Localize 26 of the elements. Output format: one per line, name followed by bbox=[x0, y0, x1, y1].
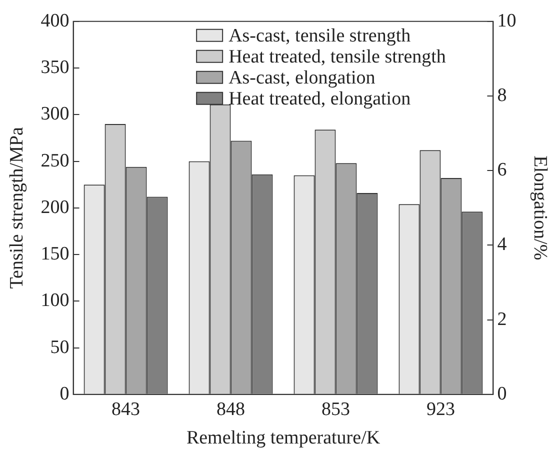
y-tick-label: 200 bbox=[40, 196, 70, 218]
y-tick-label: 150 bbox=[40, 244, 70, 265]
legend-label: As-cast, elongation bbox=[228, 67, 376, 88]
y-tick-label: 0 bbox=[60, 383, 70, 404]
legend-label: Heat treated, elongation bbox=[228, 88, 412, 110]
legend-label: Heat treated, tensile strength bbox=[228, 46, 446, 68]
y2-tick-label: 10 bbox=[497, 10, 516, 32]
y-tick-label: 250 bbox=[40, 150, 70, 172]
y2-tick-label: 6 bbox=[497, 160, 507, 181]
y-tick-label: 50 bbox=[50, 336, 70, 358]
x-tick-label: 843 bbox=[112, 398, 140, 420]
y-tick-label: 400 bbox=[40, 10, 70, 32]
y-tick-label: 100 bbox=[40, 290, 70, 312]
x-axis-title: Remelting temperature/K bbox=[186, 428, 380, 449]
y2-axis-title: Elongation/% bbox=[530, 156, 551, 260]
legend-label: As-cast, tensile strength bbox=[228, 25, 412, 46]
y-axis-title: Tensile strength/MPa bbox=[6, 126, 28, 289]
y-tick-label: 300 bbox=[40, 104, 70, 125]
y2-tick-label: 8 bbox=[497, 84, 507, 106]
y2-tick-label: 2 bbox=[497, 308, 507, 330]
y2-tick-label: 0 bbox=[497, 383, 507, 404]
x-tick-label: 923 bbox=[426, 398, 455, 420]
y2-tick-label: 4 bbox=[497, 234, 508, 256]
x-tick-label: 853 bbox=[321, 398, 350, 420]
x-tick-label: 848 bbox=[216, 398, 246, 420]
y-tick-label: 350 bbox=[40, 57, 70, 78]
